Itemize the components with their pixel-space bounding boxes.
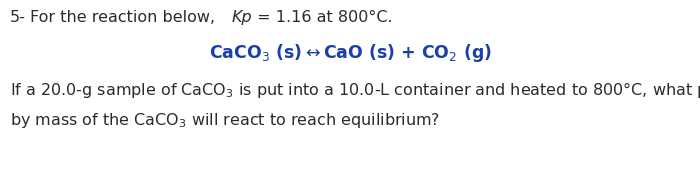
Text: = 1.16 at 800°C.: = 1.16 at 800°C. xyxy=(252,10,393,25)
Text: CaCO$_3$ (s)$\leftrightarrow$CaO (s) + CO$_2$ (g): CaCO$_3$ (s)$\leftrightarrow$CaO (s) + C… xyxy=(209,42,491,64)
Text: If a 20.0-g sample of CaCO$_3$ is put into a 10.0-L container and heated to 800°: If a 20.0-g sample of CaCO$_3$ is put in… xyxy=(10,80,700,100)
Text: by mass of the CaCO$_3$ will react to reach equilibrium?: by mass of the CaCO$_3$ will react to re… xyxy=(10,111,440,130)
Text: 5-: 5- xyxy=(10,10,26,25)
Text: For the reaction below,: For the reaction below, xyxy=(30,10,220,25)
Text: Kp: Kp xyxy=(232,10,253,25)
